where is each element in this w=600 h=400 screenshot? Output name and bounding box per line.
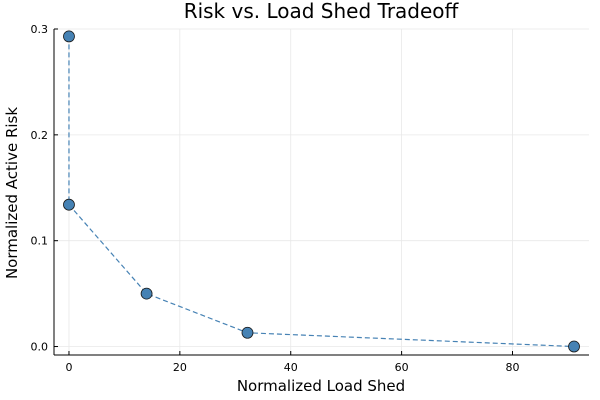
y-tick-label: 0.3 — [31, 23, 49, 36]
chart-title: Risk vs. Load Shed Tradeoff — [184, 0, 460, 23]
ticks-layer: 0 20 40 60 80 0.0 0.1 0.2 0.3 — [31, 23, 520, 374]
y-axis-title: Normalized Active Risk — [3, 107, 21, 279]
x-tick-label: 40 — [284, 361, 298, 374]
x-axis-title: Normalized Load Shed — [237, 377, 405, 395]
x-tick-label: 20 — [173, 361, 187, 374]
y-tick-label: 0.1 — [31, 235, 49, 248]
data-point — [241, 326, 254, 339]
y-tick-label: 0.0 — [31, 341, 49, 354]
data-point — [568, 340, 580, 353]
data-point — [63, 30, 75, 43]
data-point — [63, 198, 75, 211]
series-line-0 — [68, 36, 575, 348]
axes-layer — [53, 29, 589, 356]
data-point — [140, 287, 153, 300]
grid-layer — [54, 28, 589, 355]
x-tick-label: 80 — [505, 361, 519, 374]
x-tick-label: 0 — [65, 361, 72, 374]
x-tick-label: 60 — [395, 361, 409, 374]
y-tick-label: 0.2 — [31, 129, 49, 142]
series-layer — [63, 30, 580, 353]
